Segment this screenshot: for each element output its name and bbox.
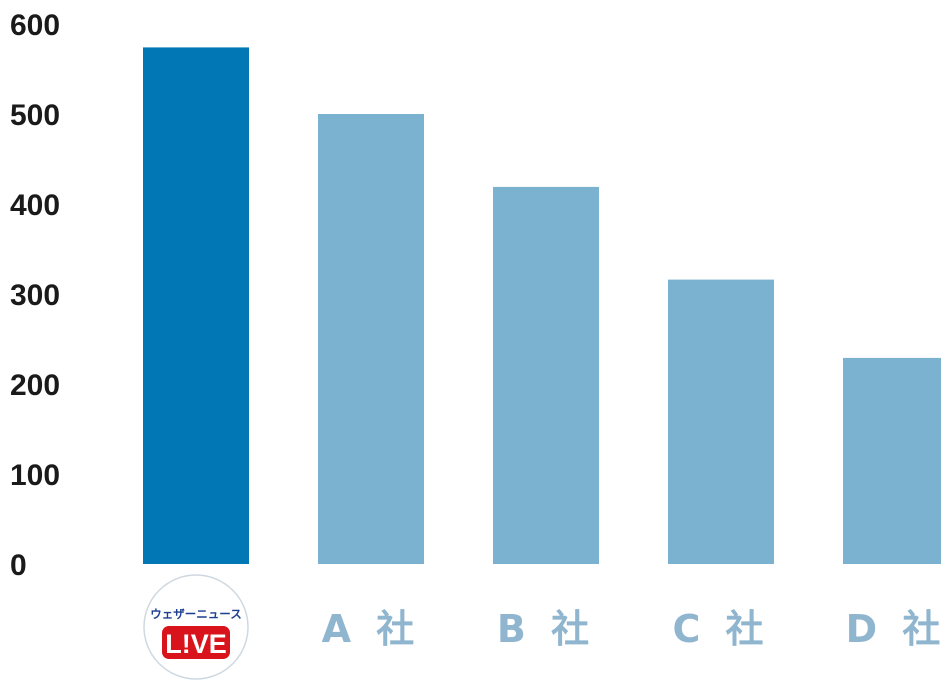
y-tick-label: 0 bbox=[10, 549, 27, 582]
y-tick-label: 200 bbox=[10, 369, 60, 402]
logo-top-text: ウェザーニュース bbox=[150, 607, 241, 621]
y-tick-label: 600 bbox=[10, 9, 60, 42]
bar-0 bbox=[143, 47, 249, 564]
logo-live-box bbox=[162, 626, 230, 659]
x-tick-label: A 社 bbox=[322, 607, 421, 651]
bar-1 bbox=[318, 114, 424, 564]
y-axis: 0 100 200 300 400 500 600 bbox=[10, 9, 60, 582]
y-tick-label: 500 bbox=[10, 99, 60, 132]
bar-4 bbox=[843, 357, 941, 564]
x-tick-label: B 社 bbox=[497, 607, 595, 651]
y-tick-label: 400 bbox=[10, 189, 60, 222]
bar-2 bbox=[493, 186, 599, 564]
bar-3 bbox=[668, 279, 774, 564]
bars bbox=[143, 47, 941, 564]
x-tick-label: C 社 bbox=[672, 607, 769, 651]
y-tick-label: 100 bbox=[10, 459, 60, 492]
logo-live-text: L!VE bbox=[165, 629, 227, 659]
y-tick-label: 300 bbox=[10, 279, 60, 312]
x-tick-label: D 社 bbox=[846, 607, 941, 651]
weathernews-live-logo-icon: ウェザーニュース L!VE bbox=[143, 574, 249, 680]
